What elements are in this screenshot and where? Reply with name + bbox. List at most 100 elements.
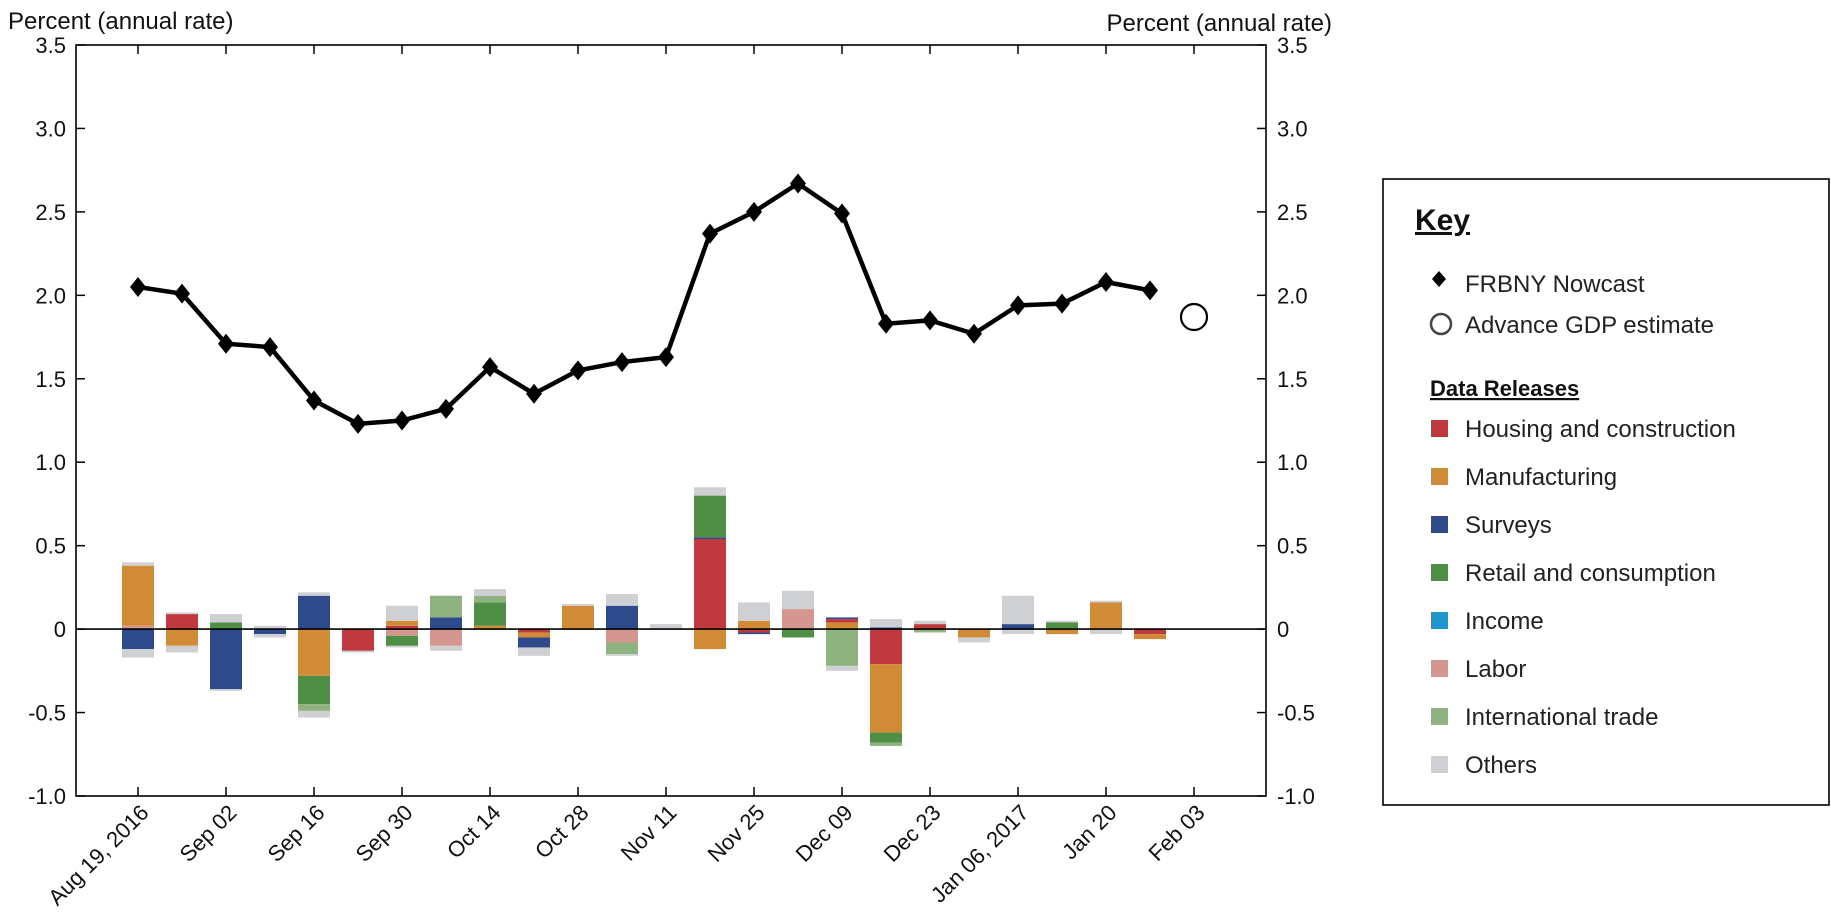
bar-segment-others	[210, 614, 242, 623]
y-tick-label-left: 2.5	[35, 200, 66, 225]
y-tick-label-right: 3.5	[1277, 33, 1308, 58]
key-swatch-labor	[1431, 660, 1448, 677]
bar-segment-labor	[782, 609, 814, 630]
bar-segment-trade	[606, 642, 638, 655]
key-swatch-trade	[1431, 708, 1448, 725]
bar-segment-manufacturing	[694, 629, 726, 650]
bar-segment-surveys	[254, 629, 286, 635]
bar-segment-retail	[782, 629, 814, 638]
bar-segment-housing	[518, 629, 550, 633]
x-tick-label: Oct 14	[442, 800, 506, 864]
bar-segment-others	[958, 637, 990, 643]
bar-segment-surveys	[298, 595, 330, 630]
bar-segment-others	[474, 589, 506, 596]
bar-segment-retail	[870, 732, 902, 743]
y-tick-label-right: 1.0	[1277, 450, 1308, 475]
y-tick-label-left: 0.5	[35, 534, 66, 559]
bar-segment-labor	[122, 625, 154, 630]
key-label-income: Income	[1465, 608, 1544, 635]
y-tick-label-right: 2.5	[1277, 200, 1308, 225]
y-tick-label-right: 0.5	[1277, 534, 1308, 559]
bar-segment-others	[870, 619, 902, 628]
nowcast-point	[702, 223, 718, 244]
bar-segment-others	[518, 647, 550, 656]
left-unit-label: Percent (annual rate)	[8, 8, 233, 35]
bar-segment-others	[562, 604, 594, 606]
bar-segment-labor	[430, 629, 462, 646]
x-tick-label: Dec 23	[879, 800, 946, 867]
x-tick-label: Dec 09	[791, 800, 858, 867]
bar-segment-others	[650, 624, 682, 630]
plot-frame	[75, 44, 1267, 797]
bar-segment-others	[1090, 629, 1122, 635]
bar-segment-housing	[826, 619, 858, 623]
bar-segment-manufacturing	[298, 629, 330, 676]
bar-segment-manufacturing	[1090, 602, 1122, 630]
bar-segment-surveys	[430, 617, 462, 630]
key-advance-label: Advance GDP estimate	[1465, 312, 1714, 339]
key-label-retail: Retail and consumption	[1465, 560, 1716, 587]
bar-segment-housing	[342, 629, 374, 651]
bar-segment-retail	[694, 495, 726, 538]
bar-segment-surveys	[518, 637, 550, 648]
bar-segment-manufacturing	[738, 620, 770, 630]
advance-gdp-circle-icon	[1429, 312, 1453, 336]
bar-segment-housing	[386, 625, 418, 630]
y-tick-label-right: 0	[1277, 617, 1289, 642]
nowcast-point	[1142, 280, 1158, 301]
key-nowcast-label: FRBNY Nowcast	[1465, 271, 1645, 298]
bar-segment-others	[254, 625, 286, 630]
key-label-manufacturing: Manufacturing	[1465, 464, 1617, 491]
bar-segment-retail	[386, 635, 418, 646]
bar-segment-manufacturing	[166, 629, 198, 646]
nowcast-point	[174, 283, 190, 304]
x-tick-label: Jan 20	[1057, 800, 1121, 864]
bar-segment-surveys	[1002, 624, 1034, 630]
nowcast-point	[614, 352, 630, 373]
key-swatch-surveys	[1431, 516, 1448, 533]
nowcast-point	[526, 383, 542, 404]
bar-segment-trade	[914, 629, 946, 633]
nowcast-point	[482, 357, 498, 378]
bar-segment-retail	[474, 602, 506, 626]
bar-segment-manufacturing	[474, 625, 506, 630]
nowcast-point	[130, 276, 146, 297]
x-tick-label: Nov 11	[616, 800, 682, 866]
bar-segment-surveys	[826, 617, 858, 620]
bar-segment-others	[606, 654, 638, 656]
y-tick-label-left: 1.5	[35, 367, 66, 392]
bar-segment-others	[298, 710, 330, 718]
bar-segment-retail	[298, 675, 330, 705]
bar-segment-others	[1046, 620, 1078, 623]
bar-segment-others	[430, 645, 462, 651]
bar-segment-others	[826, 665, 858, 671]
nowcast-point	[570, 360, 586, 381]
bar-segment-trade	[474, 595, 506, 603]
key-label-labor: Labor	[1465, 656, 1526, 683]
bar-segment-others	[210, 689, 242, 691]
key-swatch-housing	[1431, 420, 1448, 437]
y-tick-label-right: -0.5	[1277, 701, 1315, 726]
y-axes: 3.5 3.5 3.0 3.0 2.5 2.5 2.0 2.0 1.5 1.5 1.0 1.0 0.5 0…	[28, 33, 1315, 809]
bar-segment-surveys	[122, 629, 154, 650]
nowcast-series	[130, 173, 1209, 434]
bar-segment-labor	[386, 629, 418, 636]
nowcast-point	[1054, 293, 1070, 314]
bar-segment-housing	[694, 538, 726, 630]
key-swatch-retail	[1431, 564, 1448, 581]
nowcast-point	[658, 347, 674, 368]
bar-segment-others	[1002, 629, 1034, 635]
nowcast-point	[790, 173, 806, 194]
y-tick-label-left: 2.0	[35, 283, 66, 308]
nowcast-point	[262, 337, 278, 358]
bar-segment-manufacturing	[870, 664, 902, 733]
bar-segment-surveys	[870, 627, 902, 630]
bar-segment-others	[386, 645, 418, 648]
bar-segment-housing	[1134, 629, 1166, 635]
key-label-housing: Housing and construction	[1465, 416, 1736, 443]
bar-segment-surveys	[738, 632, 770, 635]
bar-segment-manufacturing	[122, 565, 154, 626]
x-tick-label: Nov 25	[703, 800, 770, 867]
x-tick-label: Oct 28	[530, 800, 594, 864]
